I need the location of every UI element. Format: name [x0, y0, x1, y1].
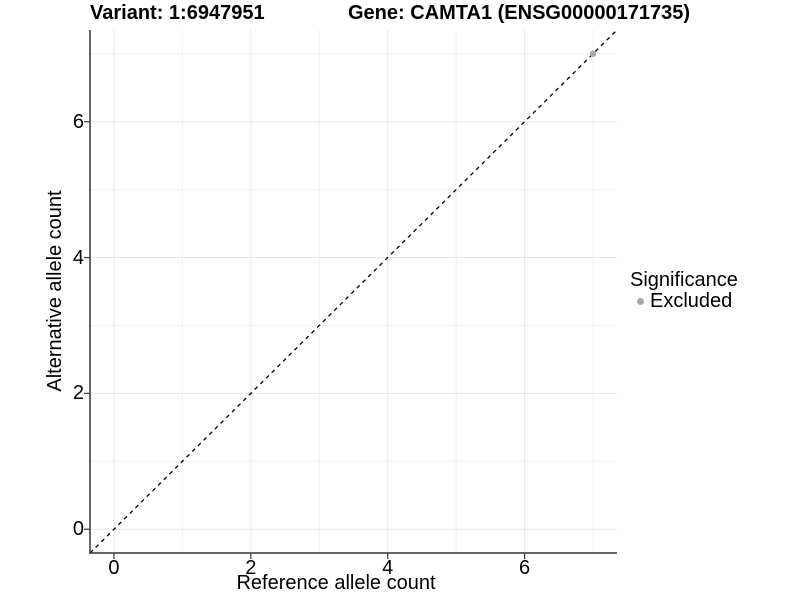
- plot-title-gene: Gene: CAMTA1 (ENSG00000171735): [348, 2, 690, 24]
- x-tick-label: 0: [108, 557, 120, 579]
- plot-title-variant: Variant: 1:6947951: [90, 2, 265, 24]
- y-tick-label: 2: [72, 382, 84, 405]
- legend: Significance Excluded: [630, 270, 738, 312]
- x-tick-label: 2: [245, 557, 257, 579]
- x-tick-label: 6: [519, 557, 531, 579]
- data-point-excluded: [589, 50, 597, 57]
- x-axis-title: Reference allele count: [236, 572, 436, 594]
- excluded-point-icon: [637, 298, 644, 305]
- y-axis-title: Alternative allele count: [44, 190, 66, 392]
- x-tick-label: 4: [382, 557, 394, 579]
- y-tick-label: 6: [72, 110, 84, 133]
- identity-reference-line: [89, 29, 618, 554]
- legend-title: Significance: [630, 269, 738, 291]
- legend-item-excluded: Excluded: [637, 291, 738, 312]
- legend-item-label: Excluded: [650, 290, 733, 312]
- y-tick-label: 4: [72, 246, 84, 269]
- y-tick-label: 0: [72, 518, 84, 541]
